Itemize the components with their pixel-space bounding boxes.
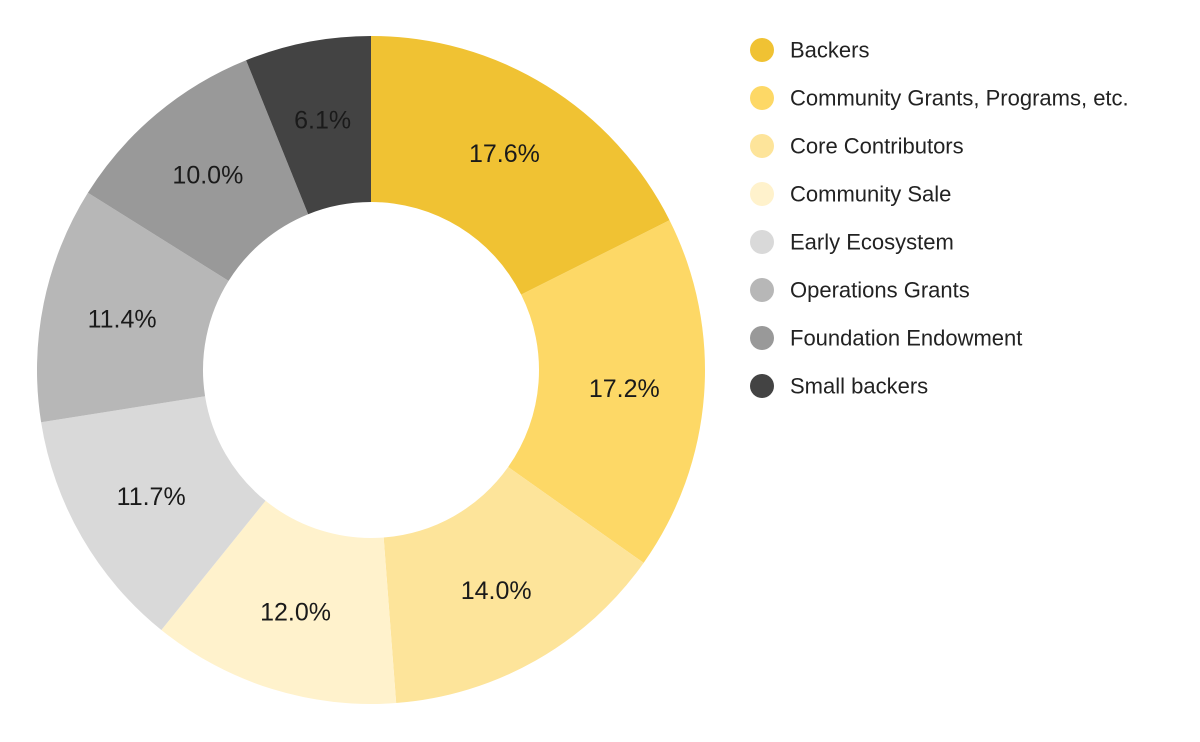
legend-label: Small backers [790, 374, 928, 399]
legend-item-core-contributors: Core Contributors [750, 134, 964, 159]
slice-label-backers: 17.6% [469, 140, 540, 168]
legend-item-early-ecosystem: Early Ecosystem [750, 230, 954, 255]
legend-swatch [750, 86, 774, 110]
legend-label: Backers [790, 38, 869, 63]
chart-legend: Backers Community Grants, Programs, etc. C… [750, 38, 1129, 399]
legend-label: Community Grants, Programs, etc. [790, 86, 1129, 111]
legend-item-small-backers: Small backers [750, 374, 928, 399]
legend-label: Operations Grants [790, 278, 970, 303]
slice-label-core-contributors: 14.0% [461, 577, 532, 605]
legend-label: Core Contributors [790, 134, 964, 159]
legend-item-foundation-endowment: Foundation Endowment [750, 326, 1022, 351]
legend-swatch [750, 182, 774, 206]
legend-label: Early Ecosystem [790, 230, 954, 255]
legend-item-backers: Backers [750, 38, 869, 63]
slice-core-contributors [383, 467, 644, 704]
slice-small-backers [246, 36, 371, 215]
slice-label-operations-grants: 11.4% [88, 305, 157, 333]
legend-swatch [750, 326, 774, 350]
slice-backers [371, 36, 670, 295]
legend-item-community-sale: Community Sale [750, 182, 951, 207]
chart-slice-labels: 17.6% 17.2% 14.0% 12.0% 11.7% 11.4% 10.0% 6.1% [88, 107, 660, 627]
legend-swatch [750, 134, 774, 158]
legend-item-community-grants-programs-etc: Community Grants, Programs, etc. [750, 86, 1129, 111]
legend-swatch [750, 230, 774, 254]
slice-community-sale [161, 500, 397, 704]
slice-label-early-ecosystem: 11.7% [117, 483, 186, 511]
legend-label: Community Sale [790, 182, 951, 207]
slice-community-grants-programs-etc [508, 220, 705, 563]
chart-slices [37, 36, 705, 704]
slice-early-ecosystem [41, 396, 266, 631]
slice-label-small-backers: 6.1% [294, 107, 351, 135]
slice-label-community-grants-programs-etc: 17.2% [589, 375, 660, 403]
slice-label-foundation-endowment: 10.0% [172, 161, 243, 189]
slice-operations-grants [37, 192, 229, 423]
legend-swatch [750, 278, 774, 302]
legend-swatch [750, 38, 774, 62]
slice-foundation-endowment [87, 60, 309, 281]
legend-swatch [750, 374, 774, 398]
slice-label-community-sale: 12.0% [260, 599, 331, 627]
legend-item-operations-grants: Operations Grants [750, 278, 970, 303]
legend-label: Foundation Endowment [790, 326, 1022, 351]
